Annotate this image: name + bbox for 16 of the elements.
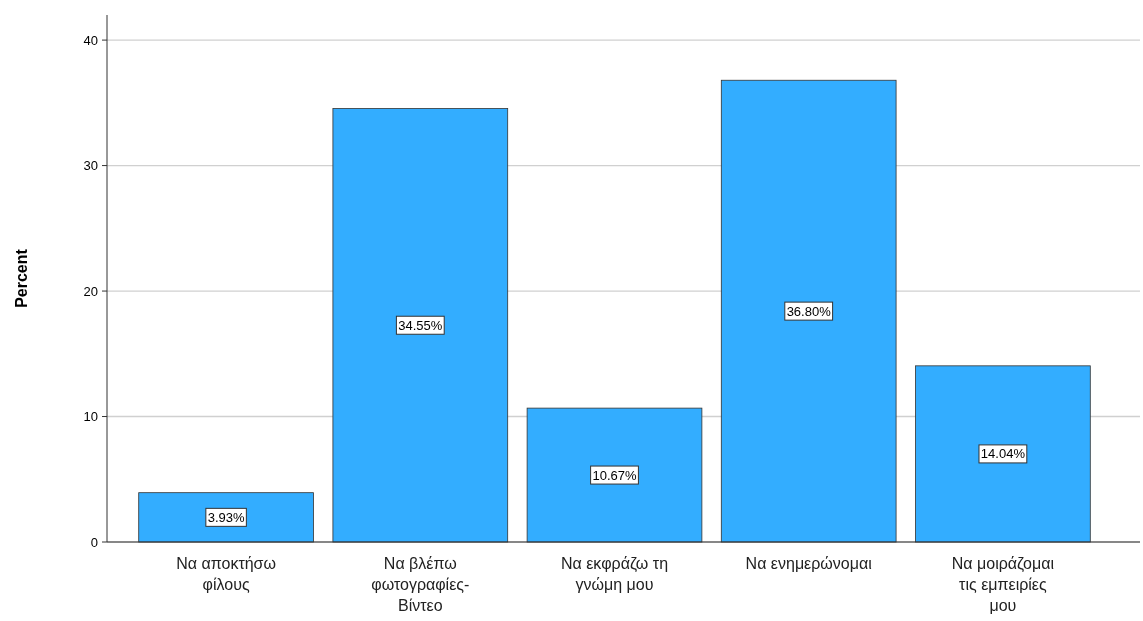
data-label: 14.04% [980, 446, 1026, 462]
data-label: 10.67% [592, 467, 637, 483]
x-tick-label: Να ενημερώνομαι [745, 555, 873, 572]
y-tick-label: 20 [83, 283, 98, 299]
x-tick-label: Να εκφράζω τη γνώμη μου [560, 555, 669, 593]
x-tick-label: Να αποκτήσω φίλους [176, 555, 276, 593]
x-tick-label: Να μοιράζομαι τις εμπειρίες μου [951, 555, 1055, 614]
y-tick-label: 40 [83, 32, 98, 48]
data-label: 34.55% [398, 317, 443, 333]
x-tick-label: Να βλέπω φωτογραφίες-Βίντεο [371, 555, 470, 614]
y-tick-label: 0 [90, 534, 98, 550]
y-tick-label: 30 [83, 158, 98, 174]
y-axis-title: Percent [13, 248, 30, 308]
y-tick-label: 10 [83, 409, 98, 425]
data-label: 3.93% [207, 509, 245, 525]
data-label: 36.80% [786, 303, 832, 319]
